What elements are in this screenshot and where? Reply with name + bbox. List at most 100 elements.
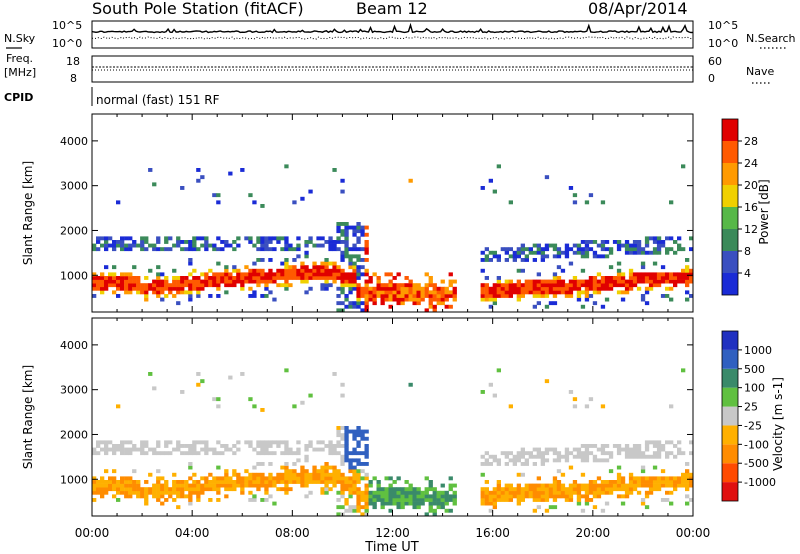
power-cell (184, 290, 189, 295)
power-cell (400, 286, 405, 291)
velocity-cell (208, 447, 213, 452)
velocity-cell (364, 512, 369, 517)
power-cell (356, 229, 361, 234)
velocity-cell (344, 501, 349, 506)
velocity-cell (532, 487, 537, 492)
power-cell (568, 186, 574, 190)
velocity-cell (292, 462, 297, 466)
power-cell (172, 283, 177, 288)
power-cell (568, 279, 574, 284)
velocity-cell (689, 451, 694, 456)
velocity-cell (404, 480, 409, 484)
velocity-cell (669, 480, 674, 484)
velocity-cell (584, 451, 590, 456)
velocity-cell (492, 494, 497, 499)
power-cell (689, 294, 694, 298)
power-cell (428, 276, 433, 280)
power-cell (100, 283, 105, 288)
power-cell (644, 276, 650, 280)
velocity-cell (336, 469, 341, 474)
power-cell (580, 283, 586, 288)
velocity-cell (652, 480, 658, 484)
velocity-cell (316, 476, 321, 481)
power-cell (120, 272, 125, 277)
power-cell (168, 247, 173, 252)
velocity-cell (596, 490, 602, 495)
power-cell (220, 272, 225, 277)
velocity-cell (352, 429, 357, 434)
power-cell (524, 258, 529, 262)
velocity-cell (628, 480, 634, 484)
power-cell (492, 290, 497, 295)
velocity-cell (576, 494, 582, 499)
power-cell (164, 279, 169, 284)
velocity-cell (180, 451, 185, 456)
power-cell (320, 276, 325, 280)
velocity-cell (520, 487, 525, 492)
power-cell (576, 243, 582, 248)
velocity-cell (344, 487, 349, 492)
velocity-cell (628, 451, 634, 456)
power-x-ticks (91, 114, 694, 312)
velocity-cell (248, 444, 253, 448)
velocity-cell (248, 397, 253, 402)
velocity-cell (276, 440, 281, 445)
power-cell (204, 247, 209, 252)
power-cell (408, 290, 413, 295)
power-cell (212, 272, 217, 277)
power-cell (180, 290, 185, 295)
power-cell (488, 304, 493, 309)
power-cell (356, 304, 361, 309)
power-cell (344, 304, 349, 309)
velocity-cell (665, 451, 670, 456)
power-cell (304, 254, 309, 259)
velocity-cell (484, 490, 489, 495)
power-cell (480, 283, 485, 288)
freq-panel (91, 55, 694, 83)
power-cell (216, 236, 221, 241)
power-cell (412, 294, 417, 298)
velocity-cell (116, 487, 121, 492)
power-cell (348, 261, 353, 266)
power-cell (689, 276, 694, 280)
power-cell (388, 283, 393, 288)
power-cell (92, 279, 97, 284)
power-cell (272, 279, 277, 284)
velocity-cell (588, 498, 594, 502)
power-cell (284, 276, 289, 280)
power-cell (656, 283, 662, 288)
velocity-ylabel: Slant Range [km] (21, 365, 35, 469)
velocity-cell (232, 483, 237, 488)
power-cell (324, 272, 329, 277)
power-cell (196, 286, 201, 291)
power-cell (572, 283, 578, 288)
power-cell (532, 290, 537, 295)
velocity-cell (268, 444, 273, 448)
power-cell (288, 243, 293, 248)
power-cell (504, 283, 509, 288)
power-cell (128, 247, 133, 252)
velocity-cell (288, 480, 293, 484)
power-cell (216, 200, 221, 205)
power-cell (216, 279, 221, 284)
power-cell (616, 272, 622, 277)
velocity-cell (584, 487, 590, 492)
velocity-cell (216, 483, 221, 488)
power-cell (112, 240, 117, 244)
velocity-cell (112, 476, 117, 481)
velocity-cell (592, 483, 598, 488)
velocity-cell (388, 501, 393, 506)
power-cell (552, 254, 558, 259)
power-cell (228, 283, 233, 288)
power-cell (124, 286, 129, 291)
velocity-cell (176, 505, 181, 510)
power-cell (644, 250, 650, 255)
velocity-cell (272, 501, 277, 506)
velocity-cell (252, 476, 257, 481)
velocity-cell (665, 476, 670, 481)
velocity-cell (260, 480, 265, 484)
power-cell (388, 304, 393, 309)
velocity-cell (364, 444, 369, 448)
velocity-cell (284, 465, 289, 470)
power-cell (188, 294, 193, 298)
